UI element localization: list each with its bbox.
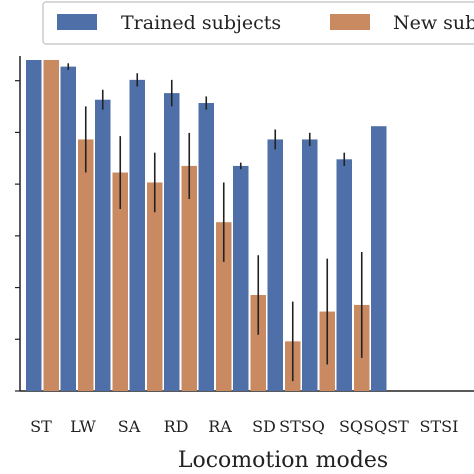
bar-trained-sqst bbox=[302, 139, 318, 391]
bars bbox=[26, 60, 387, 392]
legend-label-new: New subje bbox=[393, 12, 474, 34]
x-tick-label-sqst: SQST bbox=[363, 417, 409, 436]
legend-box bbox=[42, 1, 474, 45]
bar-new-ra bbox=[181, 165, 197, 391]
x-tick-label-ra: RA bbox=[208, 417, 232, 436]
x-axis-title: Locomotion modes bbox=[178, 448, 388, 473]
error-bars bbox=[67, 63, 363, 382]
bar-trained-sd bbox=[198, 103, 214, 391]
bar-trained-stsq bbox=[233, 165, 249, 391]
bar-trained-sa bbox=[95, 99, 111, 391]
x-tick-label-stsi: STSI bbox=[420, 417, 459, 436]
bar-new-st bbox=[43, 60, 59, 391]
legend-swatch-new bbox=[330, 14, 370, 30]
bar-new-rd bbox=[147, 182, 163, 391]
bar-trained-st bbox=[26, 60, 42, 391]
bar-trained-rd bbox=[129, 79, 145, 392]
legend-swatch-trained bbox=[57, 14, 97, 30]
bar-trained-ra bbox=[164, 93, 180, 391]
bar-new-sd bbox=[216, 222, 232, 391]
x-tick-label-sq: SQ bbox=[339, 417, 363, 436]
bar-trained-extra bbox=[371, 126, 387, 391]
legend-label-trained: Trained subjects bbox=[121, 12, 281, 34]
x-tick-label-rd: RD bbox=[164, 417, 189, 436]
bar-new-lw bbox=[78, 139, 94, 391]
bar-trained-sq bbox=[267, 139, 283, 391]
bar-trained-lw bbox=[60, 66, 76, 392]
x-tick-label-stsq: STSQ bbox=[279, 417, 325, 436]
x-tick-label-sa: SA bbox=[118, 417, 141, 436]
bar-trained-stsi bbox=[336, 159, 352, 391]
x-tick-label-sd: SD bbox=[252, 417, 276, 436]
bar-new-stsq bbox=[250, 295, 266, 391]
x-tick-label-st: ST bbox=[30, 417, 52, 436]
x-tick-labels: ST LW SA RD RA SD STSQ SQ SQST STSI bbox=[30, 417, 458, 436]
bar-new-sa bbox=[112, 172, 128, 391]
x-tick-label-lw: LW bbox=[70, 417, 96, 436]
legend: Trained subjects New subje bbox=[42, 1, 474, 45]
